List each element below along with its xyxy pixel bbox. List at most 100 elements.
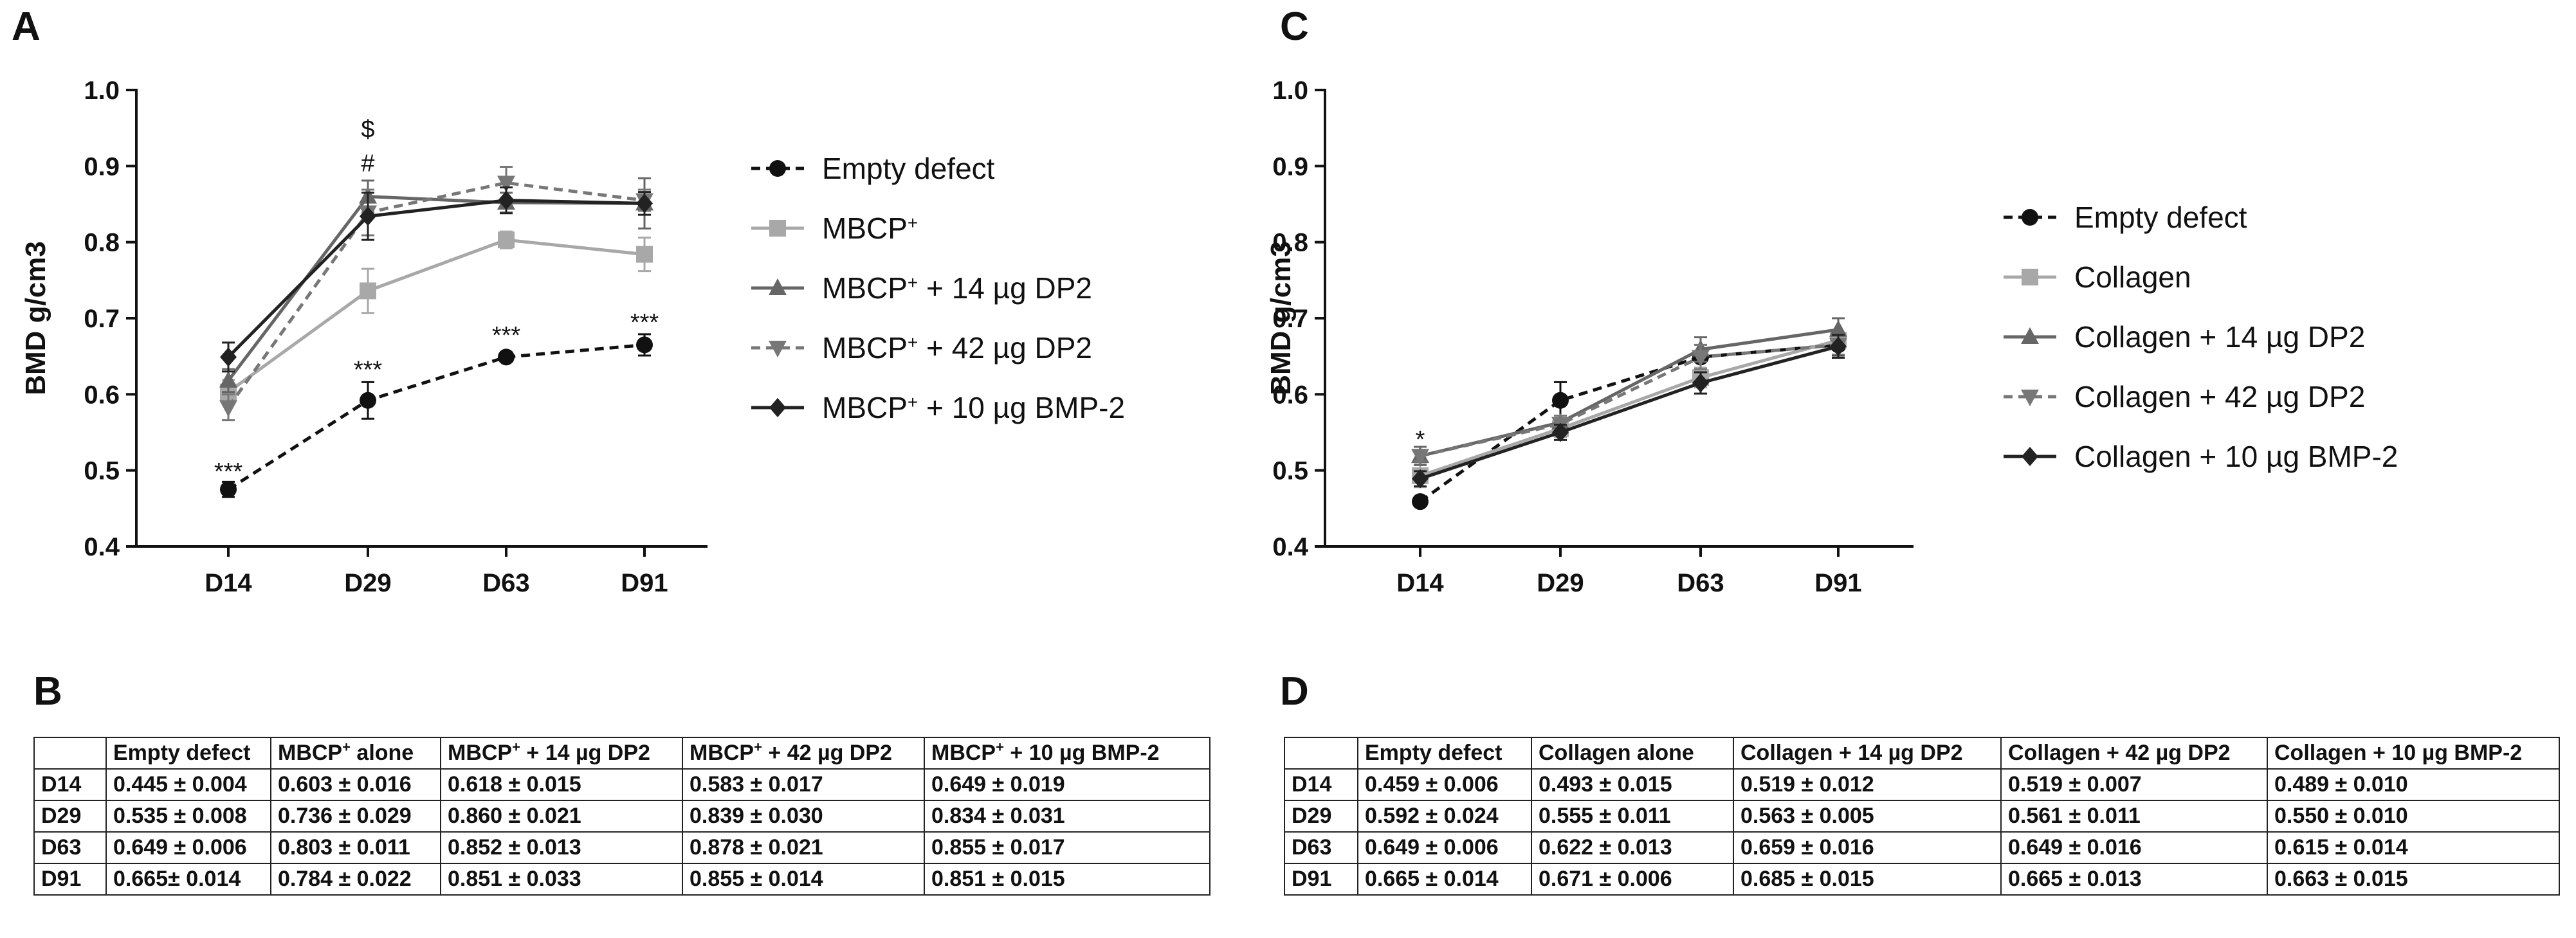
table-d-cell: 0.563 ± 0.005 [1733,800,2002,833]
series-5 [1412,334,1847,489]
significance-marker: *** [214,458,243,485]
panel-label-a: A [12,5,41,49]
data-point [1552,392,1569,409]
panel-label-b: B [33,669,62,714]
x-tick-label: D91 [1814,569,1861,597]
legend-marker [769,398,786,417]
table-d-cell: 0.561 ± 0.011 [2000,800,2268,833]
legend-item: MBCP+ + 42 µg DP2 [751,331,1092,365]
table-b-cell: 0.851 ± 0.015 [924,863,1210,896]
x-tick-label: D63 [1677,569,1724,597]
series-line [227,343,645,491]
table-d: Empty defect Collagen alone Collagen + 14 … [1284,737,2560,896]
chart-c: 0.4 0.5 0.6 0.7 0.8 0.9 1.0 D14 D29 D63 D91 BMD g/c… [1265,77,2398,597]
legend-item: Empty defect [2004,201,2247,234]
table-b-cell: 0.736 ± 0.029 [270,800,441,833]
data-point [1692,350,1710,367]
data-point [498,190,515,210]
table-b-cell: 0.784 ± 0.022 [270,863,441,896]
legend-item: MBCP+ + 10 µg BMP-2 [751,391,1125,424]
y-tick-label: 0.8 [84,229,120,257]
data-point [636,336,653,354]
legend-label: Collagen + 10 µg BMP-2 [2074,440,2398,473]
legend-item: MBCP+ [751,212,918,245]
panel-label-c: C [1280,5,1309,49]
significance-marker: # [361,150,374,177]
legend-item: Collagen + 14 µg DP2 [2004,320,2365,354]
table-d-cell: 0.519 ± 0.012 [1733,768,2002,801]
table-d-row: D91 0.665 ± 0.014 0.671 ± 0.006 0.685 ± 0.0… [1284,863,2560,896]
table-b-row: D63 0.649 ± 0.006 0.803 ± 0.011 0.852 ± 0.0… [33,831,1210,864]
series-line [1419,343,1839,503]
chart-a: 0.4 0.5 0.6 0.7 0.8 0.9 1.0 D14 D29 D63 D91 BMD g/c… [20,77,1125,597]
table-b-cell: 0.535 ± 0.008 [105,800,271,833]
table-d-cell: 0.550 ± 0.010 [2267,800,2560,833]
legend-label: MBCP+ + 14 µg DP2 [822,271,1092,305]
table-d-cell: 0.685 ± 0.015 [1733,863,2002,896]
y-tick-label: 0.5 [84,457,120,485]
y-tick-label: 1.0 [1272,77,1308,105]
legend-item: Empty defect [751,152,995,185]
table-d-row: D63 0.649 ± 0.006 0.622 ± 0.013 0.659 ± 0.0… [1284,831,2560,864]
legend-label: MBCP+ [822,212,918,245]
table-b-cell: 0.855 ± 0.017 [924,831,1210,864]
data-point [220,481,237,498]
table-d-header-row: Empty defect Collagen alone Collagen + 14 … [1284,737,2560,770]
legend-marker [2021,327,2039,344]
y-tick-label: 0.9 [84,152,120,181]
x-tick-label: D29 [1537,569,1584,597]
legend-label: Collagen + 42 µg DP2 [2074,380,2365,413]
panel-label-d: D [1280,669,1309,714]
legend-label: MBCP+ + 10 µg BMP-2 [822,391,1125,424]
x-tick-label: D14 [205,569,252,597]
data-point [360,206,376,226]
table-b-cell: 0.583 ± 0.017 [682,768,925,801]
table-d-cell: 0.493 ± 0.015 [1531,768,1734,801]
table-d-header-cell: Collagen + 14 µg DP2 [1733,737,2002,770]
table-d-header-cell: Collagen + 42 µg DP2 [2000,737,2268,770]
series-1 [220,333,653,498]
table-d-cell: 0.671 ± 0.006 [1531,863,1734,896]
table-b-cell: 0.803 ± 0.011 [270,831,441,864]
data-point [220,347,237,367]
table-d-cell: 0.592 ± 0.024 [1357,800,1532,833]
legend-label: MBCP+ + 42 µg DP2 [822,331,1092,365]
y-tick-label: 0.7 [84,305,120,333]
table-b-cell: 0.851 ± 0.033 [440,863,683,896]
significance-marker: $ [361,116,374,143]
table-b-cell: 0.855 ± 0.014 [682,863,925,896]
series-5 [220,186,653,373]
table-d-cell: 0.649 ± 0.016 [2000,831,2268,864]
series-line [1420,328,1839,458]
table-d-cell: D29 [1284,800,1358,833]
significance-marker: *** [492,322,521,349]
table-b: Empty defect MBCP+ alone MBCP+ + 14 µg DP2… [33,737,1210,896]
table-b-cell: 0.834 ± 0.031 [924,800,1210,833]
table-d-header-cell: Collagen + 10 µg BMP-2 [2267,737,2560,770]
table-d-cell: 0.489 ± 0.010 [2267,768,2560,801]
y-tick-label: 0.4 [84,533,120,561]
y-tick-label: 0.7 [1272,305,1308,333]
table-d-cell: 0.615 ± 0.014 [2267,831,2560,864]
data-point [498,348,515,366]
table-b-row: D29 0.535 ± 0.008 0.736 ± 0.029 0.860 ± 0.0… [33,800,1210,833]
table-d-cell: 0.665 ± 0.013 [2000,863,2268,896]
table-d-cell: 0.659 ± 0.016 [1733,831,2002,864]
legend-label: Collagen [2074,260,2191,294]
legend-label: Collagen + 14 µg DP2 [2074,320,2365,354]
table-b-header-cell: MBCP+ + 14 µg DP2 [440,737,683,770]
table-b-cell: D29 [33,800,107,833]
table-d-cell: 0.519 ± 0.007 [2000,768,2268,801]
y-tick-label: 0.4 [1272,533,1308,561]
x-tick-label: D63 [482,569,529,597]
table-d-cell: 0.622 ± 0.013 [1531,831,1734,864]
legend-item: Collagen + 10 µg BMP-2 [2004,440,2398,473]
table-d-header-cell: Empty defect [1357,737,1532,770]
series-line [227,238,645,393]
significance-marker: *** [354,356,383,383]
significance-marker: * [1416,426,1425,453]
legend-marker [2022,209,2038,226]
x-tick-label: D29 [344,569,391,597]
y-tick-label: 0.9 [1272,152,1308,181]
legend-label: Empty defect [822,152,995,185]
